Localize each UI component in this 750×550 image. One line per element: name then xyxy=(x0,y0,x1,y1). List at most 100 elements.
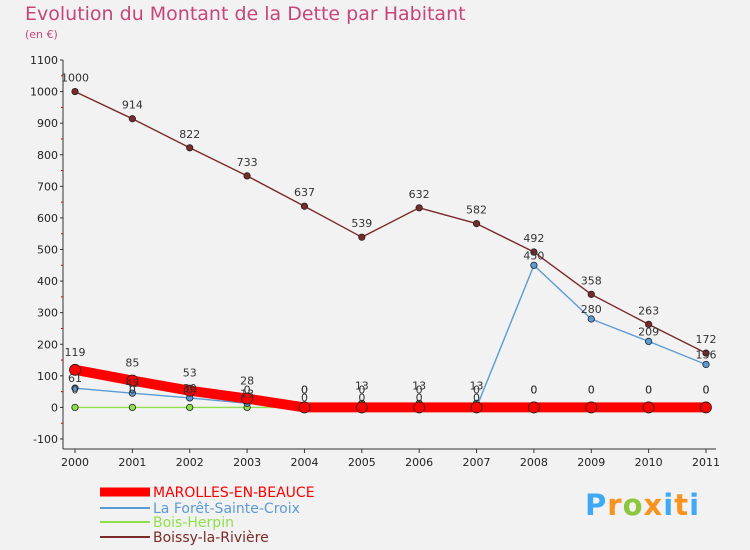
data-label: 358 xyxy=(581,274,602,287)
data-point xyxy=(186,403,194,412)
data-point xyxy=(71,384,79,392)
data-label: 0 xyxy=(473,391,480,404)
data-point xyxy=(470,401,483,414)
data-point xyxy=(415,204,423,212)
data-label: 0 xyxy=(129,383,136,396)
x-tick-label: 2008 xyxy=(520,456,548,469)
x-tick-label: 2000 xyxy=(61,456,89,469)
data-point xyxy=(587,290,595,298)
data-point xyxy=(128,403,136,412)
data-point xyxy=(587,315,595,323)
x-tick-label: 2001 xyxy=(118,456,146,469)
data-label: 0 xyxy=(301,383,308,396)
data-label: 136 xyxy=(696,348,717,361)
data-label: 0 xyxy=(244,383,251,396)
data-label: 0 xyxy=(703,383,710,396)
data-point xyxy=(358,233,366,241)
data-label: 0 xyxy=(416,383,423,396)
data-point xyxy=(642,401,655,414)
data-point xyxy=(69,363,81,376)
data-point xyxy=(128,115,136,123)
data-point xyxy=(183,384,196,397)
data-label: 582 xyxy=(466,204,487,217)
data-label: 450 xyxy=(523,249,544,262)
y-tick-label: 1100 xyxy=(30,54,58,67)
data-label: 0 xyxy=(588,383,595,396)
data-label: 0 xyxy=(358,391,365,404)
data-point xyxy=(530,248,538,256)
data-label: 13 xyxy=(470,379,484,392)
data-label: 0 xyxy=(72,383,79,396)
logo-letter: r xyxy=(607,488,623,522)
data-label: 0 xyxy=(186,383,193,396)
logo-letter: t xyxy=(674,488,690,522)
data-label: 0 xyxy=(301,383,308,396)
data-label: 0 xyxy=(588,383,595,396)
data-point xyxy=(241,392,253,405)
data-point xyxy=(300,202,309,210)
data-point xyxy=(585,401,598,414)
data-point xyxy=(528,401,540,414)
data-label: 492 xyxy=(523,232,544,245)
logo-letter: i xyxy=(663,488,675,522)
x-tick-label: 2011 xyxy=(692,456,720,469)
y-tick-label: 900 xyxy=(37,117,58,130)
data-label: 0 xyxy=(358,383,365,396)
x-tick-label: 2006 xyxy=(405,456,433,469)
y-tick-label: 800 xyxy=(37,149,58,162)
logo-letter: P xyxy=(585,488,608,522)
logo-letter: x xyxy=(643,488,664,522)
data-label: 280 xyxy=(581,303,602,316)
data-label: 733 xyxy=(237,156,258,169)
data-label: 1000 xyxy=(61,72,89,85)
y-tick-label: 400 xyxy=(37,275,58,288)
series-line xyxy=(74,90,707,354)
y-tick-label: 300 xyxy=(37,307,58,320)
data-label: 263 xyxy=(638,304,659,317)
data-point xyxy=(702,349,710,357)
data-label: 172 xyxy=(696,333,717,346)
data-label: 0 xyxy=(473,383,480,396)
y-tick-label: 100 xyxy=(37,370,58,383)
data-label: 637 xyxy=(294,186,315,199)
proxiti-logo: Proxiti xyxy=(585,488,700,522)
data-point xyxy=(645,337,653,346)
data-label: 0 xyxy=(645,383,652,396)
logo-letter: i xyxy=(689,488,701,522)
legend-label: Bois-Herpin xyxy=(153,515,234,531)
x-tick-label: 2003 xyxy=(233,456,261,469)
data-point xyxy=(71,87,79,96)
logo-letter: o xyxy=(622,488,644,522)
data-label: 632 xyxy=(409,188,430,201)
data-point xyxy=(355,401,368,414)
axes: -100010020030040050060070080090010001100… xyxy=(30,54,720,469)
data-label: 13 xyxy=(412,379,426,392)
y-tick-label: 0 xyxy=(51,401,58,414)
y-tick-label: 600 xyxy=(37,212,58,225)
data-point xyxy=(472,220,481,228)
x-tick-label: 2010 xyxy=(635,456,663,469)
data-point xyxy=(186,144,194,152)
data-label: 13 xyxy=(355,379,369,392)
data-point xyxy=(700,401,712,414)
data-point xyxy=(128,389,136,397)
legend-label: Boissy-la-Rivière xyxy=(153,530,269,546)
y-tick-label: 700 xyxy=(37,180,58,193)
y-tick-label: 200 xyxy=(37,338,58,351)
x-tick-label: 2007 xyxy=(463,456,491,469)
data-label: 0 xyxy=(530,383,537,396)
data-label: 28 xyxy=(240,375,254,388)
chart-unit-label: (en €) xyxy=(25,28,58,41)
legend-label: La Forêt-Sainte-Croix xyxy=(153,501,300,517)
data-point xyxy=(645,320,653,328)
data-label: 53 xyxy=(183,367,197,380)
data-label: 119 xyxy=(65,346,86,359)
data-point xyxy=(298,401,311,414)
y-tick-label: 1000 xyxy=(30,86,58,99)
data-label: 85 xyxy=(125,357,139,370)
series-lines xyxy=(69,87,712,414)
y-tick-label: 500 xyxy=(37,244,58,257)
